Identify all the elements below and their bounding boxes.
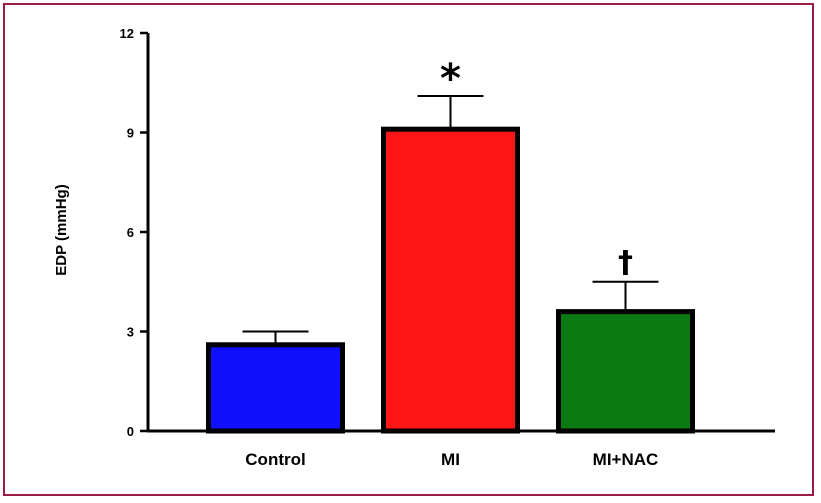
bar-control bbox=[206, 342, 345, 434]
chart-frame bbox=[3, 3, 814, 496]
y-tick-label: 3 bbox=[127, 325, 134, 340]
x-tick-label: MI bbox=[441, 450, 460, 469]
y-tick-label: 0 bbox=[127, 424, 134, 439]
significance-marker: * bbox=[440, 56, 461, 102]
x-tick-label: MI+NAC bbox=[593, 450, 659, 469]
y-axis-title: EDP (mmHg) bbox=[53, 184, 70, 275]
y-tick-label: 12 bbox=[120, 26, 134, 41]
bar-mi bbox=[381, 126, 520, 434]
chart-labels: 0 3 6 9 12 Control MI * MI+NAC † bbox=[120, 26, 659, 469]
x-tick-label: Control bbox=[245, 450, 305, 469]
y-tick-label: 9 bbox=[127, 126, 134, 141]
significance-marker: † bbox=[618, 245, 633, 280]
bar-mi-nac bbox=[556, 309, 695, 434]
chart-bars bbox=[206, 95, 695, 434]
y-tick-label: 6 bbox=[127, 225, 134, 240]
